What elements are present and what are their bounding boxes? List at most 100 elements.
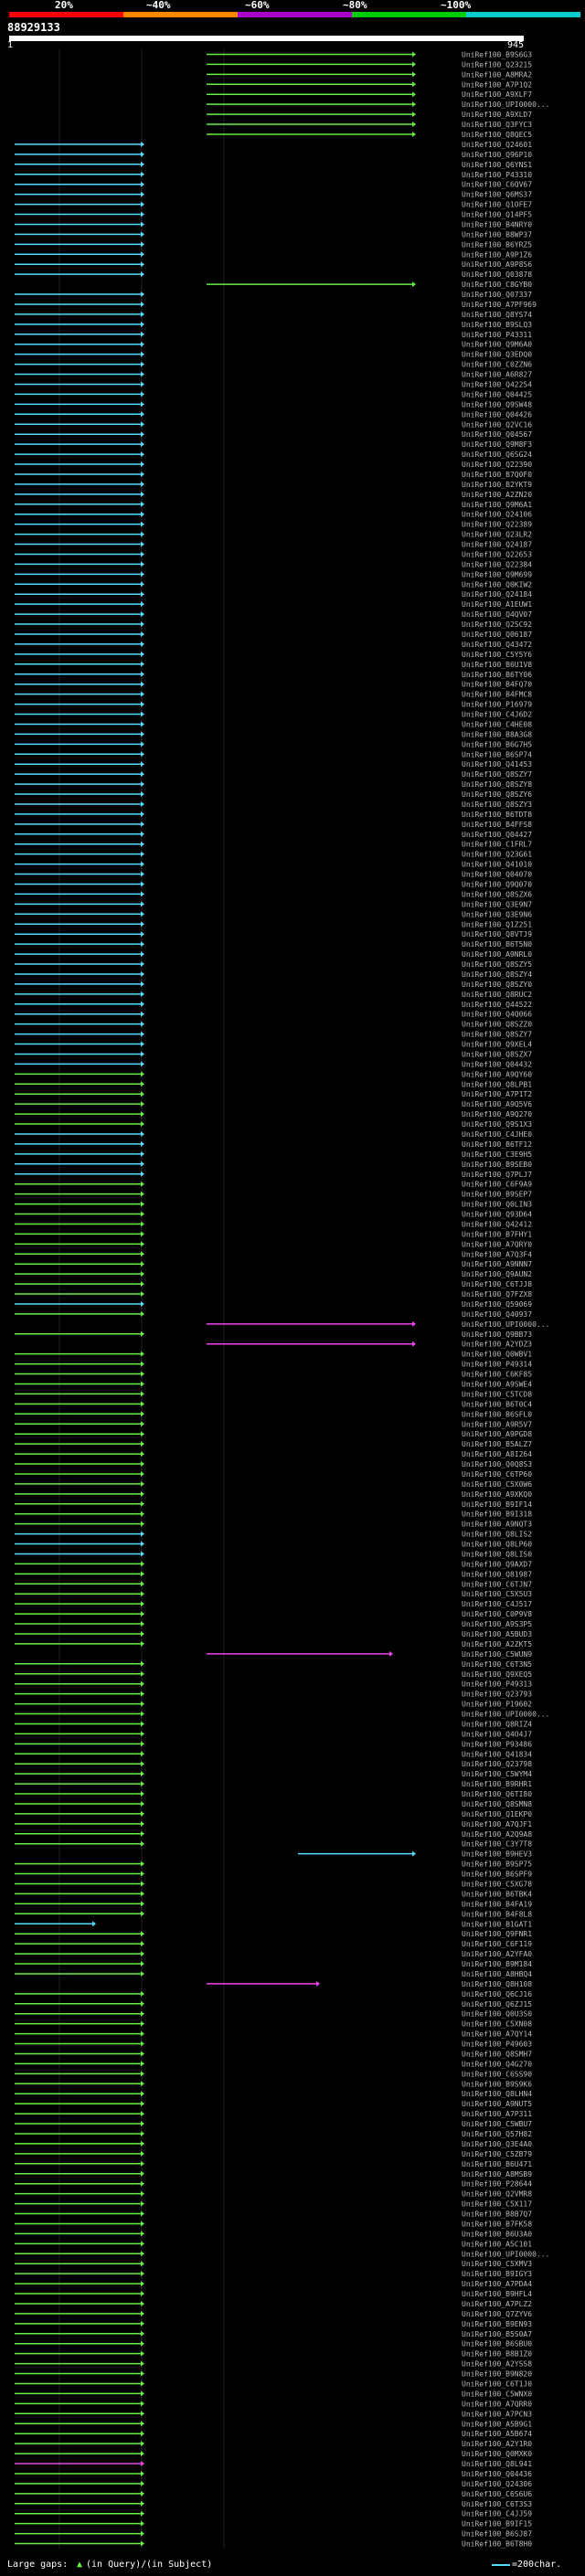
hit-label[interactable]: UniRef100_C6T3S3	[462, 2500, 532, 2508]
hit-label[interactable]: UniRef100_B9SLQ3	[462, 321, 532, 329]
hit-label[interactable]: UniRef100_A7QRR0	[462, 2400, 532, 2408]
hit-label[interactable]: UniRef100_Q8QEC5	[462, 131, 532, 139]
hit-label[interactable]: UniRef100_C5WUN9	[462, 1650, 532, 1659]
hit-label[interactable]: UniRef100_Q8H108	[462, 1980, 532, 1988]
hit-label[interactable]: UniRef100_B4FMC8	[462, 691, 532, 699]
hit-label[interactable]: UniRef100_C5Y5Y6	[462, 651, 532, 659]
hit-label[interactable]: UniRef100_C4J517	[462, 1600, 532, 1608]
hit-label[interactable]: UniRef100_P28644	[462, 2180, 532, 2189]
hit-label[interactable]: UniRef100_Q8LIS2	[462, 1531, 532, 1539]
hit-label[interactable]: UniRef100_A9Q270	[462, 1110, 532, 1118]
hit-label[interactable]: UniRef100_Q8LHN4	[462, 2090, 532, 2098]
hit-label[interactable]: UniRef100_Q9M8F3	[462, 440, 532, 449]
hit-label[interactable]: UniRef100_C5WNX0	[462, 2390, 532, 2398]
hit-label[interactable]: UniRef100_B8WP37	[462, 230, 532, 239]
hit-label[interactable]: UniRef100_Q0WBV1	[462, 1351, 532, 1359]
hit-label[interactable]: UniRef100_B4FQ70	[462, 681, 532, 689]
hit-label[interactable]: UniRef100_C6KF85	[462, 1371, 532, 1379]
hit-label[interactable]: UniRef100_Q8L941	[462, 2460, 532, 2468]
hit-label[interactable]: UniRef100_Q22390	[462, 461, 532, 469]
hit-label[interactable]: UniRef100_B9HFL4	[462, 2290, 532, 2298]
hit-label[interactable]: UniRef100_C3Y7T8	[462, 1840, 532, 1849]
hit-label[interactable]: UniRef100_B9IF15	[462, 2520, 532, 2528]
hit-label[interactable]: UniRef100_Q1Z251	[462, 920, 532, 928]
hit-label[interactable]: UniRef100_Q0U3S0	[462, 2010, 532, 2019]
hit-label[interactable]: UniRef100_C1FRL7	[462, 841, 532, 849]
hit-label[interactable]: UniRef100_P43310	[462, 171, 532, 179]
hit-label[interactable]: UniRef100_C6F9A9	[462, 1181, 532, 1189]
hit-label[interactable]: UniRef100_A7P1T2	[462, 1090, 532, 1098]
hit-label[interactable]: UniRef100_C6T1J0	[462, 2380, 532, 2388]
hit-label[interactable]: UniRef100_Q93D64	[462, 1211, 532, 1219]
hit-label[interactable]: UniRef100_A2ZKT5	[462, 1640, 532, 1648]
hit-label[interactable]: UniRef100_Q22389	[462, 521, 532, 529]
hit-label[interactable]: UniRef100_Q9S1X3	[462, 1120, 532, 1129]
hit-label[interactable]: UniRef100_Q9BB73	[462, 1330, 532, 1339]
hit-label[interactable]: UniRef100_C5XMV3	[462, 2260, 532, 2268]
hit-label[interactable]: UniRef100_Q8RUC2	[462, 991, 532, 999]
hit-label[interactable]: UniRef100_Q0MXK0	[462, 2450, 532, 2458]
hit-label[interactable]: UniRef100_B6TF12	[462, 1140, 532, 1149]
hit-label[interactable]: UniRef100_B6T5N0	[462, 940, 532, 949]
hit-label[interactable]: UniRef100_Q3E4A0	[462, 2140, 532, 2148]
hit-label[interactable]: UniRef100_Q23798	[462, 1760, 532, 1768]
hit-label[interactable]: UniRef100_B4NRY0	[462, 220, 532, 228]
hit-label[interactable]: UniRef100_A8MSB9	[462, 2170, 532, 2178]
hit-label[interactable]: UniRef100_Q8SZY8	[462, 780, 532, 789]
hit-label[interactable]: UniRef100_C5ZB79	[462, 2150, 532, 2158]
hit-label[interactable]: UniRef100_B9EN93	[462, 2320, 532, 2328]
hit-label[interactable]: UniRef100_Q4Q066	[462, 1011, 532, 1019]
hit-label[interactable]: UniRef100_Q23215	[462, 60, 532, 69]
hit-label[interactable]: UniRef100_P19602	[462, 1701, 532, 1709]
hit-label[interactable]: UniRef100_A9NUT5	[462, 2100, 532, 2108]
hit-label[interactable]: UniRef100_Q8LP60	[462, 1541, 532, 1549]
hit-label[interactable]: UniRef100_Q43472	[462, 641, 532, 649]
hit-label[interactable]: UniRef100_C5WYM4	[462, 1770, 532, 1778]
hit-label[interactable]: UniRef100_B2YKT9	[462, 481, 532, 489]
hit-label[interactable]: UniRef100_Q24187	[462, 541, 532, 549]
hit-label[interactable]: UniRef100_A9NRL0	[462, 950, 532, 959]
hit-label[interactable]: UniRef100_A7QY14	[462, 2030, 532, 2039]
hit-label[interactable]: UniRef100_C5X117	[462, 2200, 532, 2209]
hit-label[interactable]: UniRef100_A2YFA0	[462, 1950, 532, 1958]
hit-label[interactable]: UniRef100_B6SJ87	[462, 2530, 532, 2539]
hit-label[interactable]: UniRef100_B9RHR1	[462, 1780, 532, 1788]
hit-label[interactable]: UniRef100_A9XKQ0	[462, 1490, 532, 1499]
hit-label[interactable]: UniRef100_Q24601	[462, 141, 532, 149]
hit-label[interactable]: UniRef100_Q8SZY5	[462, 960, 532, 969]
hit-label[interactable]: UniRef100_Q6TI80	[462, 1790, 532, 1798]
hit-label[interactable]: UniRef100_Q0KIW2	[462, 580, 532, 588]
hit-label[interactable]: UniRef100_A7PF969	[462, 301, 537, 309]
hit-label[interactable]: UniRef100_B6U3A0	[462, 2230, 532, 2238]
hit-label[interactable]: UniRef100_Q24306	[462, 2480, 532, 2488]
hit-label[interactable]: UniRef100_Q7ZYV6	[462, 2310, 532, 2318]
hit-label[interactable]: UniRef100_B8B7Q7	[462, 2210, 532, 2219]
hit-label[interactable]: UniRef100_Q3EDQ0	[462, 351, 532, 359]
hit-label[interactable]: UniRef100_A7QJF1	[462, 1820, 532, 1829]
hit-label[interactable]: UniRef100_Q23793	[462, 1691, 532, 1699]
hit-label[interactable]: UniRef100_Q9Q070	[462, 880, 532, 888]
hit-label[interactable]: UniRef100_Q3E9N6	[462, 910, 532, 918]
hit-label[interactable]: UniRef100_C4JJ59	[462, 2510, 532, 2518]
hit-label[interactable]: UniRef100_A8I264	[462, 1450, 532, 1458]
hit-label[interactable]: UniRef100_A9P8S6	[462, 260, 532, 269]
hit-label[interactable]: UniRef100_Q41453	[462, 760, 532, 769]
hit-label[interactable]: UniRef100_UPI0000...	[462, 2250, 549, 2258]
hit-label[interactable]: UniRef100_Q04425	[462, 390, 532, 398]
hit-label[interactable]: UniRef100_Q14PF5	[462, 211, 532, 219]
hit-label[interactable]: UniRef100_Q8SZY7	[462, 770, 532, 779]
hit-label[interactable]: UniRef100_A7PDA4	[462, 2280, 532, 2288]
hit-label[interactable]: UniRef100_UPI0000...	[462, 1711, 549, 1719]
hit-label[interactable]: UniRef100_A2Y1R0	[462, 2440, 532, 2448]
hit-label[interactable]: UniRef100_C6TJJ8	[462, 1280, 532, 1288]
hit-label[interactable]: UniRef100_Q8SZY0	[462, 981, 532, 989]
hit-label[interactable]: UniRef100_B9M184	[462, 1960, 532, 1968]
hit-label[interactable]: UniRef100_Q8RIZ4	[462, 1720, 532, 1728]
hit-label[interactable]: UniRef100_C5XN08	[462, 2020, 532, 2029]
hit-label[interactable]: UniRef100_Q9SW48	[462, 400, 532, 408]
hit-label[interactable]: UniRef100_B9IF14	[462, 1500, 532, 1509]
hit-label[interactable]: UniRef100_C6TJN7	[462, 1580, 532, 1588]
hit-label[interactable]: UniRef100_Q96P10	[462, 151, 532, 159]
hit-label[interactable]: UniRef100_Q04427	[462, 831, 532, 839]
hit-label[interactable]: UniRef100_UPI0000...	[462, 1320, 549, 1329]
